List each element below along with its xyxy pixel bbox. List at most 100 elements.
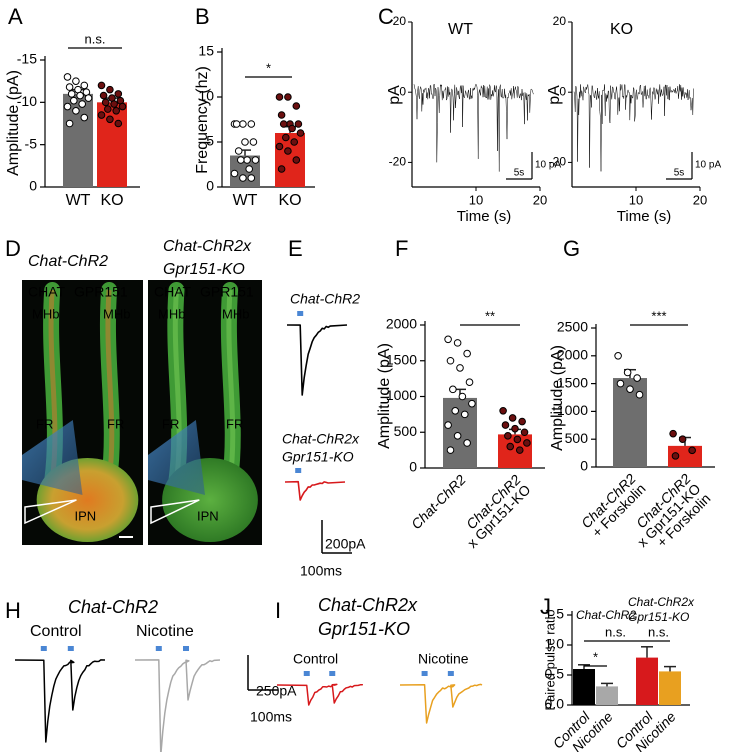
light-pulse (155, 646, 162, 651)
scale-label: 10 pA (695, 160, 721, 171)
data-point (282, 133, 290, 142)
data-point (678, 435, 687, 444)
x-tick-label: Chat-ChR2 (408, 471, 469, 532)
data-point (292, 102, 301, 110)
bar (636, 657, 658, 705)
region-label: MHb (32, 306, 59, 321)
data-point (239, 174, 247, 182)
data-point (279, 120, 288, 128)
data-point (277, 165, 286, 173)
pipette (24, 499, 77, 525)
y-axis-label: Frequency (hz) (194, 66, 211, 174)
data-point (296, 129, 305, 137)
data-point (243, 156, 251, 164)
data-point (72, 77, 80, 85)
panel-label: B (195, 4, 210, 29)
y-tick-label: 0.0 (545, 696, 565, 712)
significance-label: n.s. (648, 624, 669, 639)
x-tick-label: 10 (469, 192, 483, 207)
panel-label: E (288, 236, 303, 261)
condition-label: Control (30, 623, 82, 640)
y-axis-label: Paired pulse ratio (542, 609, 557, 710)
y-tick-label: -15 (17, 51, 37, 67)
y-tick-label: 0 (399, 84, 406, 98)
scale-label: 5s (514, 168, 525, 179)
y-tick-label: -20 (549, 155, 567, 169)
y-axis-label: Amplitude (pA) (549, 345, 566, 451)
y-tick-label: -10 (17, 93, 37, 109)
x-axis-label: Time (s) (617, 208, 671, 225)
light-pulse (67, 646, 74, 651)
data-point (635, 390, 644, 399)
data-point (63, 73, 72, 81)
trace-label: Chat-ChR2x (282, 431, 360, 447)
condition-label: Nicotine (418, 651, 469, 667)
data-point (463, 439, 471, 447)
significance-label: n.s. (605, 624, 626, 639)
y-tick-label: 0.5 (545, 666, 565, 682)
data-point (230, 169, 239, 178)
data-point (633, 374, 641, 382)
data-point (465, 378, 474, 387)
trace-title: KO (610, 21, 633, 38)
data-point (501, 421, 510, 429)
data-point (251, 156, 260, 164)
data-point (446, 446, 455, 454)
scale-label: 200pA (325, 536, 366, 552)
light-pulse (40, 646, 47, 651)
data-point (118, 102, 127, 111)
data-point (449, 385, 457, 394)
channel-label: GPR151 (200, 284, 254, 300)
trace (399, 683, 483, 724)
data-point (515, 446, 524, 454)
y-tick-label: 0 (580, 458, 588, 474)
light-pulse (297, 311, 304, 316)
x-tick-label: WT (233, 192, 258, 209)
y-tick-label: 0 (559, 84, 566, 98)
light-pulse (329, 671, 336, 676)
data-point (84, 94, 93, 102)
data-point (112, 107, 120, 115)
data-point (456, 364, 464, 372)
panel-label: I (275, 598, 281, 623)
y-tick-label: 1500 (386, 351, 417, 367)
y-axis-label: pA (386, 85, 403, 105)
y-tick-label: -20 (389, 155, 407, 169)
light-pulse (303, 671, 310, 676)
data-point (626, 385, 634, 393)
pipette (150, 499, 200, 525)
scale-label: 100ms (300, 563, 342, 579)
x-tick-label: 20 (533, 192, 547, 207)
data-point (451, 407, 460, 415)
data-point (101, 98, 110, 107)
trace (286, 324, 348, 396)
scale-label: 250pA (256, 683, 297, 699)
panel-label: F (395, 236, 408, 261)
y-tick-label: 500 (394, 423, 418, 439)
region-label: FR (36, 416, 53, 431)
group-label: Chat-ChR2 (576, 608, 636, 622)
channel-label: CHAT (28, 284, 66, 300)
data-point (511, 424, 519, 433)
trace (134, 659, 221, 752)
x-tick-label: WT (66, 192, 91, 209)
data-point (247, 174, 256, 182)
data-point (67, 90, 76, 98)
data-point (446, 356, 455, 365)
image-title: Chat-ChR2x (163, 238, 252, 255)
data-point (506, 442, 515, 451)
panel-label: D (5, 236, 21, 261)
y-tick-label: 15 (198, 43, 214, 59)
y-tick-label: 1000 (386, 387, 417, 403)
scale-label: 100ms (250, 709, 292, 725)
y-axis-label: Amplitude (pA) (5, 70, 22, 176)
data-point (76, 91, 84, 100)
data-point (97, 111, 106, 119)
significance-label: ** (485, 308, 495, 323)
y-tick-label: 1.0 (545, 636, 565, 652)
y-tick-label: 20 (553, 14, 567, 28)
data-point (444, 421, 452, 429)
data-point (444, 335, 452, 344)
trace (276, 683, 364, 706)
